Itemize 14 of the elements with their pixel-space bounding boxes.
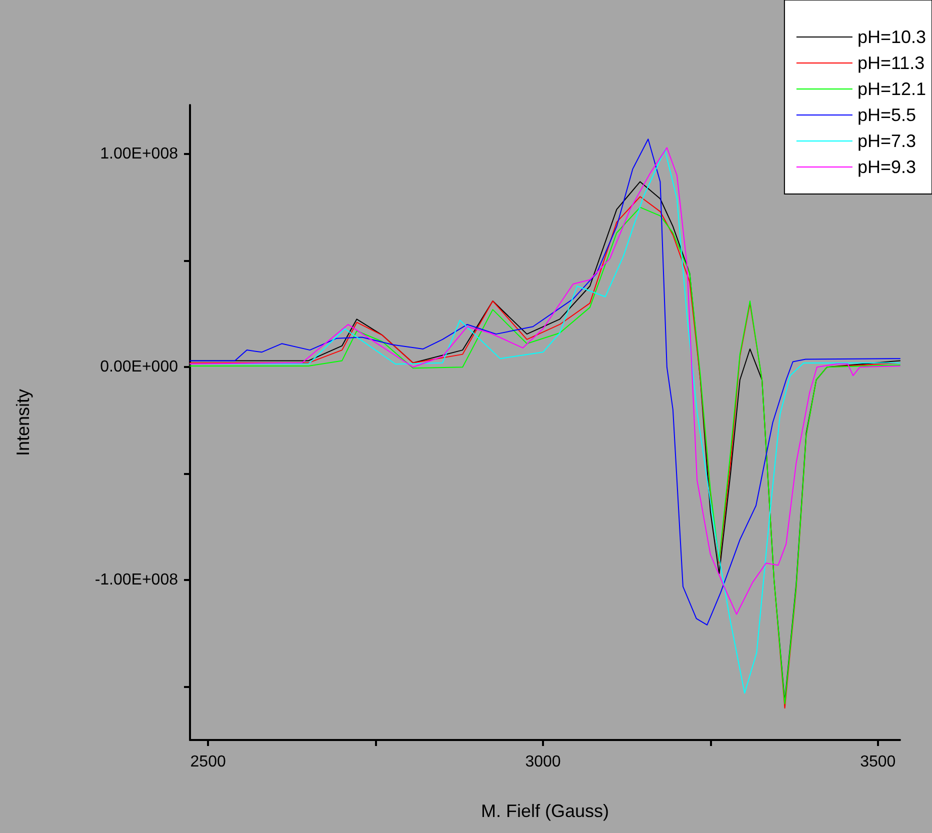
- y-tick-label: 0.00E+000: [100, 358, 178, 376]
- legend-label: pH=7.3: [857, 131, 916, 151]
- x-tick-label: 3500: [860, 754, 896, 770]
- y-tick-label: 1.00E+008: [100, 146, 178, 163]
- x-tick-label: 3000: [525, 754, 561, 770]
- y-tick-label: -1.00E+008: [94, 572, 178, 589]
- legend-label: pH=11.3: [857, 53, 925, 73]
- x-tick-label: 2500: [190, 754, 226, 770]
- legend-label: pH=12.1: [857, 79, 926, 99]
- legend-label: pH=10.3: [857, 27, 926, 47]
- x-axis-title: M. Fielf (Gauss): [480, 801, 610, 821]
- legend-label: pH=5.5: [857, 105, 916, 125]
- legend-label: pH=9.3: [857, 157, 916, 177]
- y-axis-title: Intensity: [13, 388, 33, 456]
